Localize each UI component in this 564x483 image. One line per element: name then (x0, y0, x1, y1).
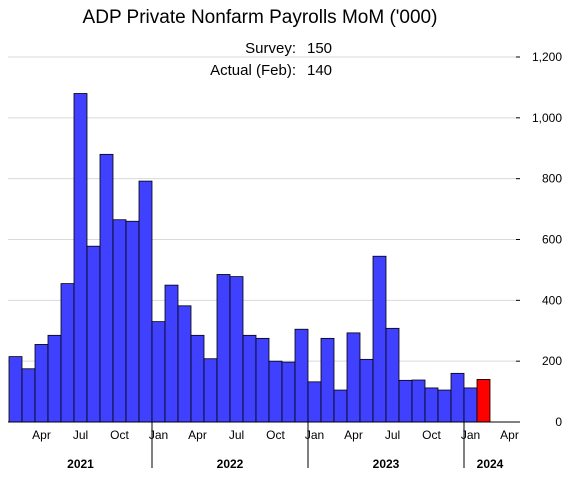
bar (346, 332, 361, 423)
bar (281, 361, 296, 423)
bar (463, 387, 478, 423)
bar (385, 327, 400, 423)
y-tick-label: 400 (542, 293, 562, 307)
bar (307, 381, 322, 423)
bar (437, 389, 452, 423)
x-tick-label: Oct (110, 428, 129, 442)
x-tick-label: Apr (500, 428, 519, 442)
bar (21, 368, 36, 423)
bar (398, 379, 413, 423)
actual-label: Actual (Feb): (210, 62, 296, 79)
x-tick-label: Jan (461, 428, 480, 442)
bar (216, 274, 231, 423)
bar (47, 334, 62, 423)
x-tick-label: Oct (266, 428, 285, 442)
actual-value: 140 (307, 62, 332, 79)
x-tick-label: Apr (32, 428, 51, 442)
year-label: 2023 (373, 457, 400, 471)
bar (268, 360, 283, 423)
bar (86, 245, 101, 423)
bar (151, 321, 166, 423)
y-tick-label: 1,000 (532, 111, 562, 125)
bar (8, 356, 23, 423)
bar (190, 334, 205, 423)
bar (320, 337, 335, 423)
y-tick-label: 800 (542, 172, 562, 186)
x-tick-label: Jan (305, 428, 324, 442)
bar (60, 283, 75, 423)
bar (112, 219, 127, 423)
x-tick-label: Jan (149, 428, 168, 442)
bar (164, 284, 179, 423)
axis-labels: 0 200 400 600 800 1,000 1,200 Apr Jul Oct Jan Apr Ju… (32, 50, 562, 471)
y-tick-label: 1,200 (532, 50, 562, 64)
bar (450, 372, 465, 423)
bar (73, 93, 88, 423)
bar (242, 334, 257, 423)
year-label: 2022 (217, 457, 244, 471)
y-tick-label: 0 (555, 415, 562, 429)
x-tick-label: Jul (73, 428, 88, 442)
bar (34, 344, 49, 423)
bar (229, 276, 244, 423)
chart-title: ADP Private Nonfarm Payrolls MoM ('000) (83, 7, 438, 28)
year-label: 2021 (67, 457, 94, 471)
bar (138, 180, 153, 423)
bar (359, 358, 374, 423)
bar (294, 328, 309, 423)
year-label: 2024 (477, 457, 504, 471)
bars (8, 93, 491, 423)
bar (333, 389, 348, 423)
bar (255, 337, 270, 423)
bar (476, 379, 491, 423)
survey-value: 150 (307, 40, 332, 57)
bar (125, 220, 140, 423)
bar (411, 379, 426, 423)
bar (424, 387, 439, 423)
y-tick-label: 200 (542, 354, 562, 368)
x-tick-label: Jul (229, 428, 244, 442)
x-tick-label: Apr (188, 428, 207, 442)
axes (8, 56, 520, 468)
survey-label: Survey: (245, 40, 296, 57)
bar (99, 153, 114, 423)
bar (203, 358, 218, 423)
y-tick-label: 600 (542, 233, 562, 247)
x-tick-label: Oct (422, 428, 441, 442)
bar (177, 305, 192, 423)
bar (372, 255, 387, 423)
x-tick-label: Jul (385, 428, 400, 442)
x-tick-label: Apr (344, 428, 363, 442)
